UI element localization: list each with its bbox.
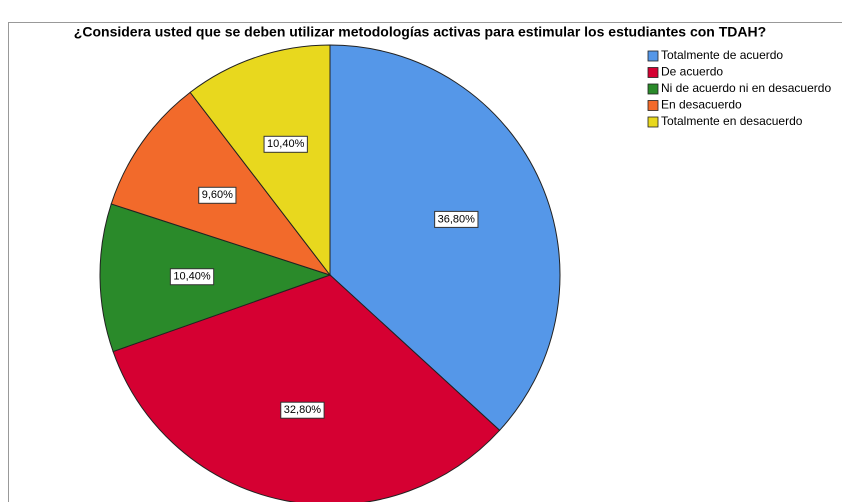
legend-label: Ni de acuerdo ni en desacuerdo — [661, 81, 831, 95]
legend-swatch — [647, 83, 659, 95]
pie-slice — [329, 44, 561, 432]
data-label: 36,80% — [438, 213, 476, 225]
pie-slice — [110, 91, 332, 276]
data-label-box — [198, 186, 237, 204]
data-label: 32,80% — [284, 404, 322, 416]
legend-label: De acuerdo — [661, 65, 723, 79]
data-label: 9,60% — [202, 189, 233, 201]
pie-slice — [99, 203, 332, 353]
data-label-box — [169, 268, 215, 286]
chart-frame — [8, 22, 842, 502]
legend-swatch — [647, 50, 659, 62]
pie-slice — [189, 44, 331, 277]
legend-label: Totalmente en desacuerdo — [661, 114, 803, 128]
legend-label: En desacuerdo — [661, 98, 742, 112]
data-label-box — [280, 401, 325, 419]
pie-slice — [112, 274, 501, 502]
legend-swatch — [647, 116, 659, 128]
chart-title: ¿Considera usted que se deben utilizar m… — [74, 24, 766, 40]
legend-label: Totalmente de acuerdo — [661, 48, 783, 62]
data-label-box — [434, 210, 479, 228]
data-label-box — [263, 135, 308, 153]
legend-swatch — [647, 67, 659, 78]
data-label: 10,40% — [173, 271, 211, 283]
data-label: 10,40% — [267, 138, 305, 150]
legend-swatch — [647, 100, 659, 111]
